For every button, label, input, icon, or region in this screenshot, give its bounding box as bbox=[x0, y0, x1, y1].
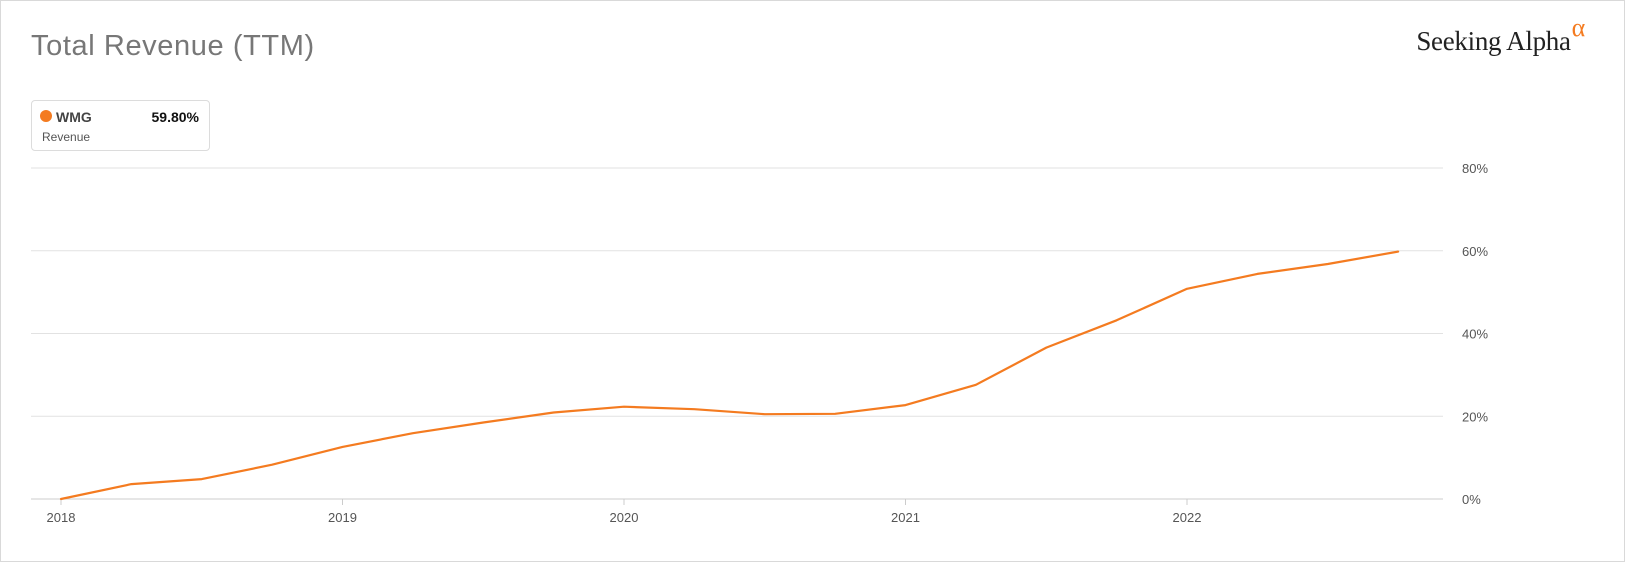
x-tick-label: 2022 bbox=[1173, 510, 1202, 525]
legend-ticker: WMG bbox=[56, 109, 92, 125]
data-point[interactable] bbox=[763, 412, 767, 416]
data-point[interactable] bbox=[59, 497, 63, 501]
data-point[interactable] bbox=[622, 405, 626, 409]
data-point[interactable] bbox=[270, 463, 274, 467]
data-point[interactable] bbox=[481, 421, 485, 425]
data-point[interactable] bbox=[974, 383, 978, 387]
x-axis-ticks: 2018 2019 2020 2021 2022 bbox=[47, 499, 1202, 525]
brand-name: Seeking Alpha bbox=[1416, 26, 1571, 56]
data-point[interactable] bbox=[1255, 272, 1259, 276]
data-point[interactable] bbox=[1044, 346, 1048, 350]
gridlines bbox=[31, 167, 1443, 500]
y-tick-label: 0% bbox=[1462, 492, 1481, 507]
legend-value: 59.80% bbox=[151, 109, 199, 125]
data-point[interactable] bbox=[129, 482, 133, 486]
data-point[interactable] bbox=[552, 411, 556, 415]
legend-metric: Revenue bbox=[42, 130, 91, 144]
brand-logo[interactable]: Seeking Alphaα bbox=[1416, 13, 1585, 57]
x-tick-label: 2020 bbox=[610, 510, 639, 525]
data-point[interactable] bbox=[200, 477, 204, 481]
alpha-icon: α bbox=[1571, 13, 1586, 42]
series-line-wmg[interactable] bbox=[59, 250, 1400, 501]
y-tick-label: 80% bbox=[1462, 161, 1488, 176]
series-color-dot bbox=[40, 110, 52, 122]
data-point[interactable] bbox=[341, 445, 345, 449]
data-point[interactable] bbox=[692, 407, 696, 411]
data-point[interactable] bbox=[1115, 318, 1119, 322]
data-point[interactable] bbox=[904, 403, 908, 407]
data-point[interactable] bbox=[411, 431, 415, 435]
chart-title: Total Revenue (TTM) bbox=[31, 30, 315, 62]
y-tick-label: 20% bbox=[1462, 409, 1488, 424]
y-tick-label: 60% bbox=[1462, 244, 1488, 259]
y-axis-ticks: 0% 20% 40% 60% 80% bbox=[1462, 161, 1488, 507]
data-point[interactable] bbox=[1185, 287, 1189, 291]
y-tick-label: 40% bbox=[1462, 327, 1488, 342]
x-tick-label: 2021 bbox=[891, 510, 920, 525]
x-tick-label: 2019 bbox=[328, 510, 357, 525]
series-layer bbox=[59, 250, 1400, 501]
legend-box[interactable]: WMG 59.80% Revenue bbox=[31, 100, 210, 151]
data-point[interactable] bbox=[833, 412, 837, 416]
x-tick-label: 2018 bbox=[47, 510, 76, 525]
data-point[interactable] bbox=[1326, 262, 1330, 266]
data-point[interactable] bbox=[1396, 250, 1400, 254]
